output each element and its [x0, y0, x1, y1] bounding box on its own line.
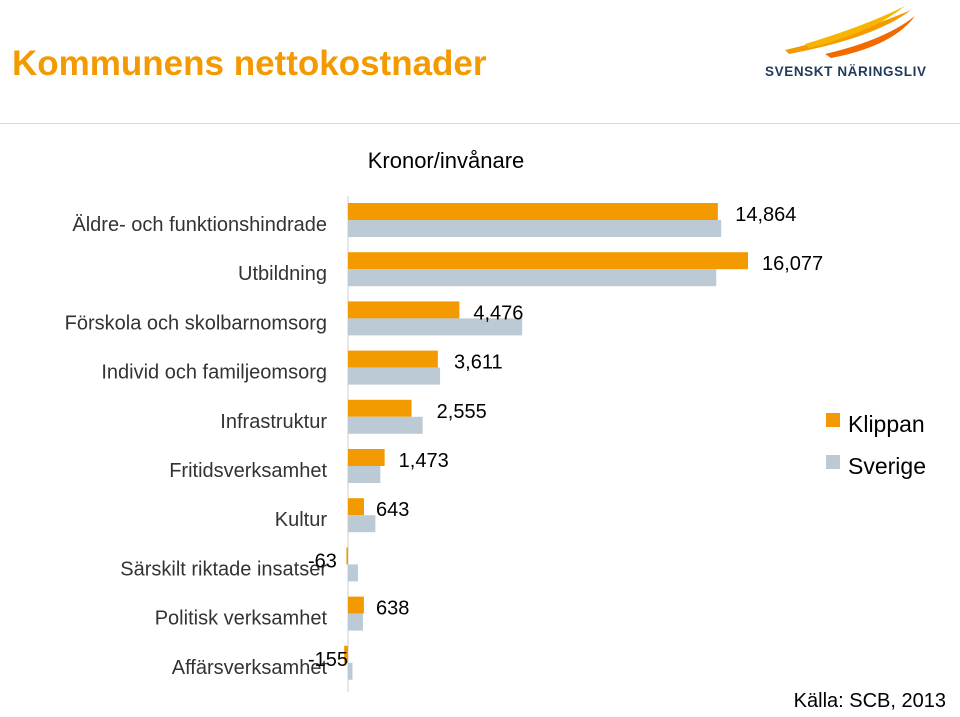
category-label-sarskilt-riktade-insatser: Särskilt riktade insatser: [120, 558, 327, 580]
bar-klippan-individ-och-familjeomsorg: [348, 350, 438, 368]
value-label-utbildning: 16,077: [762, 253, 823, 275]
bar-sverige-sarskilt-riktade-insatser: [348, 564, 358, 582]
category-label-forskola-och-skolbarnomsorg: Förskola och skolbarnomsorg: [65, 312, 327, 334]
value-label-forskola-och-skolbarnomsorg: 4,476: [473, 302, 523, 324]
bar-klippan-affarsverksamhet: [344, 645, 348, 663]
value-label-sarskilt-riktade-insatser: -63: [308, 550, 337, 572]
bar-sverige-forskola-och-skolbarnomsorg: [348, 318, 523, 336]
bar-klippan-aldre-och-funktionshindrade: [348, 203, 718, 220]
bar-sverige-aldre-och-funktionshindrade: [348, 220, 722, 237]
bar-klippan-infrastruktur: [348, 399, 412, 417]
bar-klippan-sarskilt-riktade-insatser: [346, 547, 348, 565]
header-divider: [0, 123, 960, 124]
category-label-politisk-verksamhet: Politisk verksamhet: [155, 608, 328, 630]
bar-klippan-forskola-och-skolbarnomsorg: [348, 301, 460, 319]
value-label-aldre-och-funktionshindrade: 14,864: [735, 204, 796, 226]
bar-klippan-politisk-verksamhet: [348, 596, 364, 614]
logo-text: SVENSKT NÄRINGSLIV: [765, 64, 927, 79]
bar-sverige-affarsverksamhet: [348, 662, 353, 680]
category-label-utbildning: Utbildning: [238, 263, 327, 285]
value-label-politisk-verksamhet: 638: [376, 598, 409, 620]
value-label-affarsverksamhet: -155: [308, 649, 348, 671]
legend-swatch-klippan: [826, 413, 840, 427]
value-labels: 14,864 16,077 4,476 3,611 2,555 1,473 643 -63 63…: [308, 204, 823, 671]
category-label-individ-och-familjeomsorg: Individ och familjeomsorg: [101, 362, 327, 384]
page-title: Kommunens nettokostnader: [12, 44, 487, 83]
svenskt-naringsliv-logo: SVENSKT NÄRINGSLIV: [765, 4, 945, 84]
value-label-kultur: 643: [376, 499, 409, 521]
logo-swoosh-icon: [785, 6, 915, 58]
bar-sverige-kultur: [348, 515, 376, 533]
category-label-infrastruktur: Infrastruktur: [220, 411, 327, 433]
bar-sverige-utbildning: [348, 269, 717, 287]
unit-label: Kronor/invånare: [368, 148, 525, 173]
value-label-individ-och-familjeomsorg: 3,611: [454, 352, 503, 374]
legend-label-klippan: Klippan: [848, 411, 925, 437]
bar-sverige-infrastruktur: [348, 416, 423, 434]
bar-klippan-fritidsverksamhet: [348, 449, 385, 466]
bar-klippan-kultur: [348, 498, 364, 516]
category-labels: Äldre- och funktionshindrade Utbildning Fö…: [65, 214, 328, 679]
bar-sverige-individ-och-familjeomsorg: [348, 367, 441, 385]
category-label-affarsverksamhet: Affärsverksamhet: [172, 657, 328, 679]
bar-sverige-fritidsverksamhet: [348, 466, 381, 483]
bars: [344, 196, 748, 692]
legend-swatch-sverige: [826, 455, 840, 469]
source-note: Källa: SCB, 2013: [793, 690, 946, 712]
bar-klippan-utbildning: [348, 252, 748, 270]
bar-sverige-politisk-verksamhet: [348, 613, 363, 631]
value-label-fritidsverksamhet: 1,473: [399, 450, 449, 472]
legend: Klippan Sverige: [826, 411, 926, 479]
value-label-infrastruktur: 2,555: [437, 401, 487, 423]
category-label-fritidsverksamhet: Fritidsverksamhet: [169, 460, 327, 482]
category-label-aldre-och-funktionshindrade: Äldre- och funktionshindrade: [72, 214, 327, 236]
category-label-kultur: Kultur: [275, 509, 328, 531]
legend-label-sverige: Sverige: [848, 453, 926, 479]
